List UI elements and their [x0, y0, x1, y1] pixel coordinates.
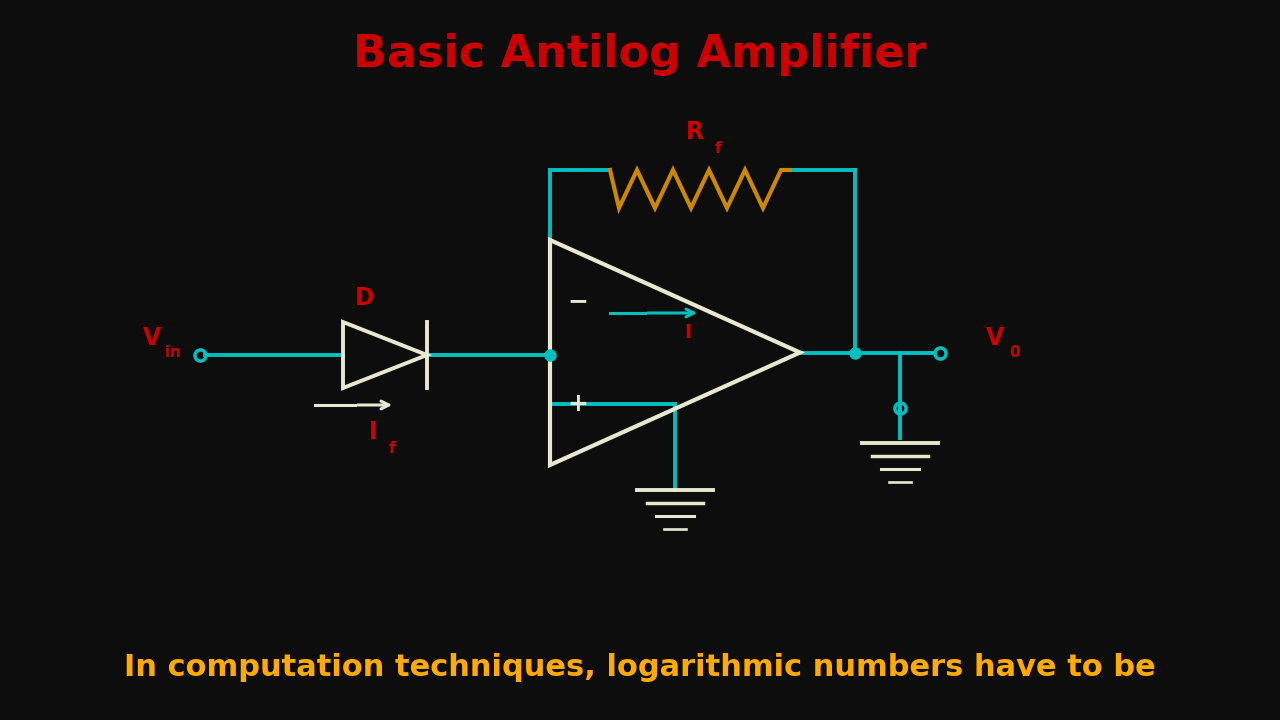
Text: $\mathbf{V}$: $\mathbf{V}$ — [984, 326, 1005, 350]
Text: $\mathbf{I}$: $\mathbf{I}$ — [367, 420, 376, 444]
Text: I: I — [685, 323, 691, 343]
Text: D: D — [355, 286, 375, 310]
Text: $\mathbf{R}$: $\mathbf{R}$ — [685, 120, 705, 144]
Text: $\mathbf{in}$: $\mathbf{in}$ — [164, 344, 180, 360]
Text: $\mathbf{V}$: $\mathbf{V}$ — [142, 326, 163, 350]
Text: −: − — [567, 289, 589, 312]
Text: +: + — [567, 392, 589, 416]
Text: $\mathbf{f}$: $\mathbf{f}$ — [714, 140, 722, 156]
Text: Basic Antilog Amplifier: Basic Antilog Amplifier — [353, 34, 927, 76]
Text: $\mathbf{0}$: $\mathbf{0}$ — [1009, 344, 1021, 360]
Text: In computation techniques, logarithmic numbers have to be: In computation techniques, logarithmic n… — [124, 654, 1156, 683]
Text: $\mathbf{f}$: $\mathbf{f}$ — [388, 440, 397, 456]
